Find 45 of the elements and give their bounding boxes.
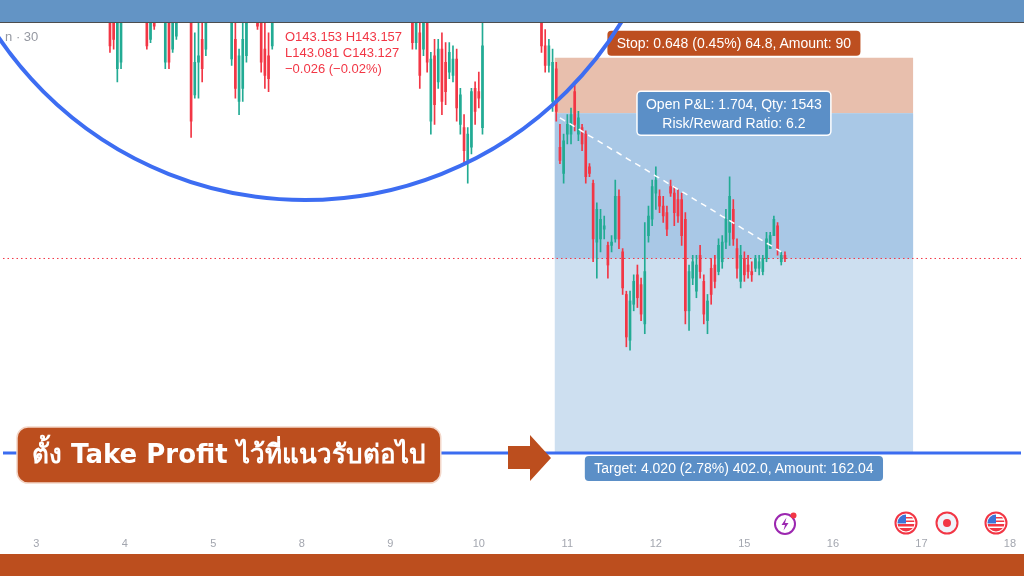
candlestick	[171, 23, 174, 53]
candlestick	[728, 176, 731, 246]
candlestick	[455, 48, 458, 122]
x-tick-label: 11	[561, 537, 574, 550]
annotation: O143.153 H143.157 L143.081 C143.127 −0.026 (−0.02%)	[284, 28, 403, 76]
candlestick	[717, 238, 720, 276]
x-tick-label: 10	[472, 537, 485, 550]
x-tick-label: 15	[738, 537, 751, 550]
candlestick	[754, 254, 757, 272]
x-tick-label: 18	[1003, 537, 1017, 550]
x-tick-label: 16	[826, 537, 840, 550]
ref-line-label: ตั้ง Take Profit ไว้ที่แนวรับต่อไป	[32, 433, 426, 469]
candlestick	[230, 23, 234, 66]
band-label: Target: 4.020 (2.78%) 402.0, Amount: 162.04	[594, 460, 874, 477]
candlestick	[739, 245, 743, 289]
x-tick-label: 12	[649, 537, 662, 550]
candlestick	[444, 42, 447, 106]
candlestick	[625, 290, 628, 348]
candlestick	[602, 215, 606, 240]
candlestick	[577, 110, 580, 142]
candlestick	[149, 23, 152, 43]
candlestick	[234, 23, 237, 99]
candlestick	[610, 235, 613, 253]
x-tick-label: 5	[210, 537, 217, 550]
candlestick	[706, 294, 709, 335]
x-tick-label: 8	[298, 537, 305, 550]
candlestick	[477, 71, 481, 109]
annotation: n · 30	[5, 28, 39, 44]
x-tick-label: 9	[387, 537, 394, 550]
candlestick	[116, 23, 119, 83]
band-label: Stop: 0.648 (0.45%) 64.8, Amount: 90	[616, 35, 852, 52]
candlestick	[599, 209, 602, 253]
candlestick	[695, 254, 698, 299]
candlestick	[776, 222, 779, 256]
candlestick	[112, 23, 115, 50]
candlestick	[459, 88, 462, 135]
candlestick	[411, 23, 414, 50]
candlestick	[197, 23, 200, 99]
x-tick-label: 17	[915, 537, 928, 550]
x-tick-label: 3	[33, 537, 40, 550]
x-tick-label: 4	[121, 537, 128, 550]
candlestick	[433, 39, 436, 125]
band-label: Open P&L: 1.704, Qty: 1543 Risk/Reward Ratio: 6.2	[645, 95, 823, 131]
candlestick	[481, 23, 484, 135]
candlestick	[422, 23, 425, 57]
